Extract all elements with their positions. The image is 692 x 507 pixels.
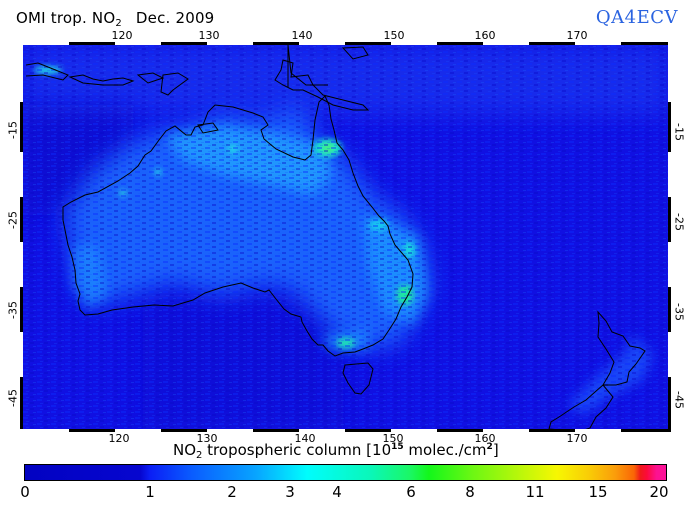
lon-tick-bottom: 170 (566, 432, 588, 445)
colorbar-label: 0 (20, 483, 30, 501)
colorbar-title-sup: 15 (391, 442, 404, 452)
colorbar-label: 15 (588, 483, 608, 501)
lat-tick-left: -15 (6, 121, 20, 139)
lon-tick-bottom: 140 (294, 432, 316, 445)
lat-tick-left: -35 (6, 301, 20, 319)
lon-tick-bottom: 120 (108, 432, 130, 445)
colorbar-label: 1 (145, 483, 155, 501)
lon-tick-top: 130 (198, 29, 220, 42)
lon-tick-top: 160 (474, 29, 496, 42)
colorbar-title-mid: tropospheric column [10 (202, 441, 392, 459)
colorbar-label: 20 (649, 483, 669, 501)
lon-tick-bottom: 150 (382, 432, 404, 445)
colorbar-title-end: ] (492, 441, 499, 459)
lat-tick-right: -45 (672, 391, 686, 409)
colorbar-title-sup2: 2 (486, 442, 493, 452)
lon-tick-top: 170 (566, 29, 588, 42)
map-title: OMI trop. NO2 Dec. 2009 (16, 9, 214, 29)
title-text: OMI trop. NO (16, 9, 116, 27)
lon-tick-bottom: 130 (196, 432, 218, 445)
lat-tick-right: -35 (672, 303, 686, 321)
colorbar-label: 8 (465, 483, 475, 501)
lon-tick-top: 140 (291, 29, 313, 42)
lon-tick-bottom: 160 (474, 432, 496, 445)
colorbar-title-sub: 2 (196, 450, 203, 461)
lat-tick-left: -45 (6, 389, 20, 407)
colorbar-label: 4 (332, 483, 342, 501)
colorbar-title-text: NO (173, 441, 197, 459)
colorbar-label: 6 (406, 483, 416, 501)
title-date: Dec. 2009 (135, 9, 215, 27)
brand-logo: QA4ECV (595, 7, 678, 28)
coastlines (25, 45, 646, 429)
map-frame (20, 42, 671, 432)
no2-map (23, 45, 668, 429)
lat-tick-left: -25 (6, 211, 20, 229)
colorbar-title-suffix: molec./cm (403, 441, 487, 459)
title-subscript: 2 (115, 18, 122, 29)
colorbar (24, 464, 667, 481)
lat-tick-right: -15 (672, 123, 686, 141)
lon-tick-top: 120 (111, 29, 133, 42)
colorbar-label: 11 (525, 483, 545, 501)
colorbar-label: 3 (285, 483, 295, 501)
colorbar-label: 2 (227, 483, 237, 501)
lon-tick-top: 150 (383, 29, 405, 42)
colorbar-title: NO2 tropospheric column [1015 molec./cm2… (173, 441, 499, 461)
lat-tick-right: -25 (672, 213, 686, 231)
